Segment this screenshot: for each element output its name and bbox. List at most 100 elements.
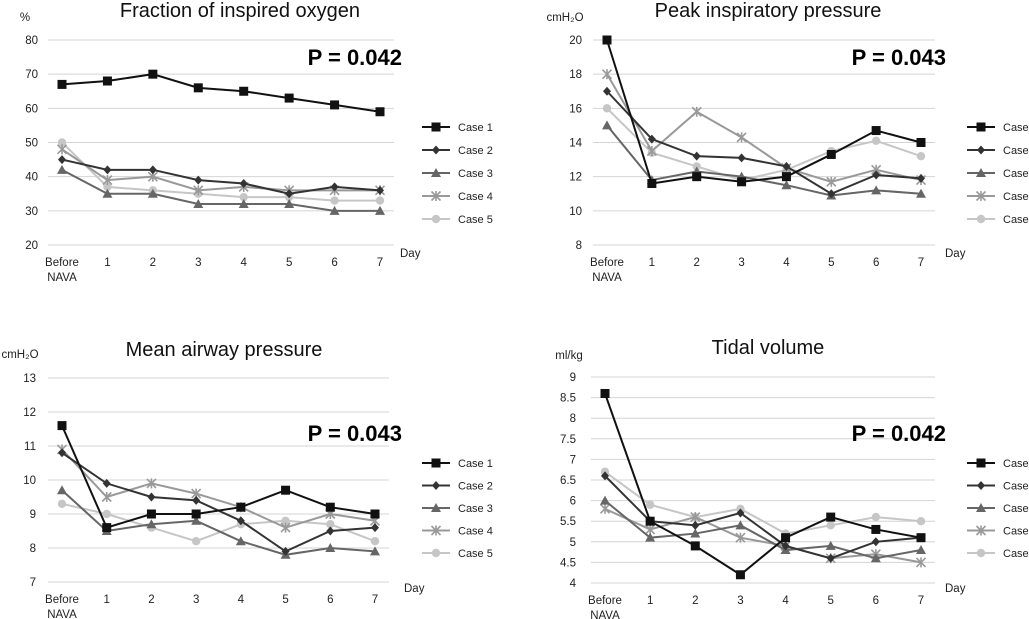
- series-line-4: [604, 507, 922, 564]
- data-point: [102, 509, 111, 519]
- y-tick-label: 10: [569, 206, 582, 218]
- data-point: [281, 546, 290, 556]
- data-point: [781, 180, 792, 190]
- y-tick-label: 20: [569, 35, 582, 47]
- data-point: [146, 478, 157, 489]
- data-point: [56, 144, 68, 155]
- data-point: [600, 388, 610, 398]
- legend-marker: [430, 525, 442, 536]
- data-point: [827, 189, 836, 199]
- data-point: [781, 533, 791, 543]
- chart-panel-2: Peak inspiratory pressurecmH₂O8101214161…: [546, 0, 1029, 284]
- data-point: [645, 516, 655, 526]
- x-tick-label: 7: [377, 257, 383, 269]
- data-point: [782, 161, 791, 171]
- y-tick-label: 10: [23, 475, 36, 487]
- data-point: [192, 495, 201, 505]
- x-tick-label: 5: [828, 595, 834, 607]
- y-tick-label: 4.5: [560, 557, 576, 569]
- data-point: [647, 179, 657, 188]
- chart-title: Tidal volume: [712, 337, 825, 359]
- y-tick-label: 40: [25, 172, 38, 184]
- data-point: [57, 485, 67, 495]
- data-point: [781, 541, 790, 551]
- data-point: [916, 533, 926, 543]
- x-tick-label: 6: [873, 595, 879, 607]
- legend-label: Case 4: [1003, 526, 1029, 538]
- data-point: [736, 132, 747, 143]
- y-tick-label: 18: [569, 69, 582, 81]
- data-point: [376, 185, 384, 195]
- x-tick-label: 7: [372, 594, 378, 606]
- y-tick-label: 4: [570, 578, 577, 590]
- data-point: [103, 182, 112, 192]
- y-tick-label: 14: [569, 138, 582, 150]
- data-point: [239, 179, 248, 188]
- x-tick-label: 3: [738, 257, 744, 269]
- series-line-5: [61, 502, 376, 543]
- y-tick-label: 13: [23, 373, 36, 385]
- data-point: [826, 149, 836, 159]
- y-tick-label: 50: [25, 138, 38, 150]
- data-point: [375, 107, 385, 117]
- data-point: [826, 176, 837, 187]
- x-tick-label: 2: [694, 257, 700, 269]
- data-point: [193, 83, 203, 93]
- series-line-1: [61, 425, 376, 529]
- x-tick-label: Before NAVA: [45, 594, 79, 619]
- data-point: [330, 182, 339, 192]
- data-point: [872, 170, 881, 180]
- series-line-2: [61, 451, 376, 553]
- data-point: [646, 145, 657, 157]
- data-point: [601, 69, 613, 80]
- data-point: [146, 509, 156, 519]
- data-point: [871, 537, 880, 547]
- data-point: [602, 104, 612, 113]
- data-point: [871, 512, 881, 522]
- x-tick-label: 5: [828, 257, 834, 269]
- legend-label: Case 4: [458, 526, 493, 538]
- data-point: [645, 532, 656, 542]
- x-tick-label: 1: [104, 594, 110, 606]
- legend-label: Case 5: [458, 548, 493, 560]
- x-tick-label: 2: [150, 257, 156, 269]
- series-line-2: [61, 158, 381, 195]
- data-point: [781, 172, 791, 182]
- data-point: [191, 537, 201, 546]
- data-point: [193, 185, 204, 196]
- data-point: [148, 69, 158, 79]
- data-point: [57, 421, 67, 431]
- data-point: [101, 491, 112, 503]
- y-axis-unit: %: [20, 12, 30, 24]
- legend-label: Case 4: [1003, 191, 1029, 203]
- data-point: [871, 136, 881, 145]
- data-point: [57, 499, 67, 508]
- data-point: [193, 199, 204, 208]
- x-tick-label: 1: [649, 257, 655, 269]
- legend-marker: [975, 190, 987, 202]
- x-tick-label: 4: [783, 257, 790, 269]
- data-point: [736, 508, 745, 518]
- x-tick-label: 3: [737, 595, 743, 607]
- legend-marker: [431, 458, 441, 468]
- legend-marker: [976, 168, 986, 177]
- y-tick-label: 5.5: [560, 516, 576, 528]
- data-point: [647, 134, 656, 144]
- legend-label: Case 1: [458, 458, 493, 470]
- data-point: [58, 155, 66, 165]
- x-tick-label: 7: [918, 595, 924, 607]
- series-line-3: [61, 168, 380, 212]
- data-point: [57, 79, 67, 89]
- legend-label: Case 3: [458, 168, 493, 180]
- chart-panel-3: Mean airway pressurecmH₂O78910111213Befo…: [1, 339, 492, 619]
- chart-panel-1: Fraction of inspired oxygen% 20 30 40 50 60 70…: [20, 0, 493, 284]
- series-line-1: [606, 39, 922, 185]
- legend-marker: [430, 190, 442, 202]
- data-point: [102, 175, 113, 186]
- p-value: P = 0.043: [308, 421, 402, 446]
- legend-label: Case 3: [1003, 503, 1029, 515]
- series-line-2: [606, 90, 922, 195]
- x-axis-label: Day: [945, 248, 966, 260]
- y-tick-label: 7: [570, 454, 576, 466]
- data-point: [148, 165, 157, 175]
